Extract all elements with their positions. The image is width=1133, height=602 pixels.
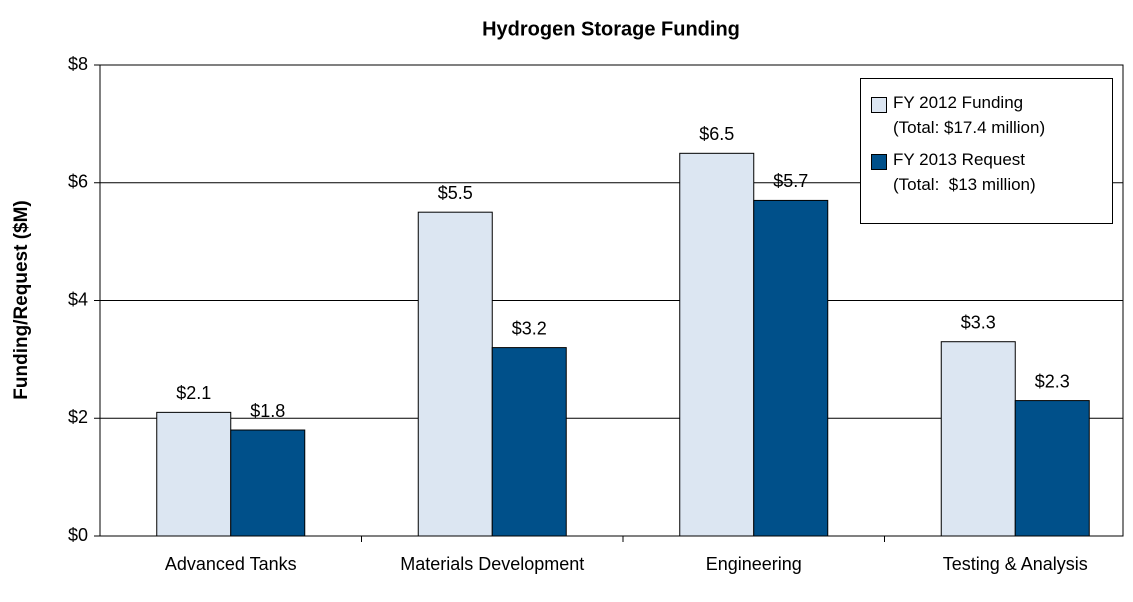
y-tick-label: $2 (68, 407, 88, 427)
y-tick-label: $4 (68, 289, 88, 309)
y-tick-label: $8 (68, 54, 88, 74)
legend-label: FY 2012 Funding (Total: $17.4 million) (893, 93, 1046, 137)
bar (491, 347, 567, 537)
value-label: $2.1 (176, 383, 211, 403)
value-label: $2.3 (1035, 371, 1070, 391)
bar (417, 211, 493, 537)
x-tick-label: Advanced Tanks (164, 554, 297, 574)
value-label: $5.7 (773, 171, 808, 191)
legend-entry: FY 2013 Request (Total: $13 million) (871, 150, 1112, 197)
value-label: $3.2 (512, 318, 547, 338)
value-label: $3.3 (961, 312, 996, 332)
bar (753, 199, 829, 537)
legend-label: FY 2013 Request (Total: $13 million) (893, 150, 1036, 194)
y-axis-label: Funding/Request ($M) (11, 200, 32, 399)
bar (940, 341, 1016, 537)
bar (679, 152, 755, 537)
legend: FY 2012 Funding (Total: $17.4 million) FY… (860, 78, 1113, 224)
y-tick-label: $6 (68, 172, 88, 192)
legend-swatch (871, 97, 887, 113)
value-label: $1.8 (250, 401, 285, 421)
x-tick-label: Testing & Analysis (942, 554, 1088, 574)
bar (156, 411, 232, 537)
x-tick-label: Materials Development (400, 554, 585, 574)
value-label: $5.5 (438, 183, 473, 203)
legend-swatch (871, 154, 887, 170)
bar (1014, 400, 1090, 537)
bar (230, 429, 306, 537)
value-label: $6.5 (699, 124, 734, 144)
x-tick-label: Engineering (705, 554, 802, 574)
legend-entry: FY 2012 Funding (Total: $17.4 million) (871, 93, 1112, 140)
chart-title: Hydrogen Storage Funding (482, 18, 740, 40)
y-tick-label: $0 (68, 525, 88, 545)
